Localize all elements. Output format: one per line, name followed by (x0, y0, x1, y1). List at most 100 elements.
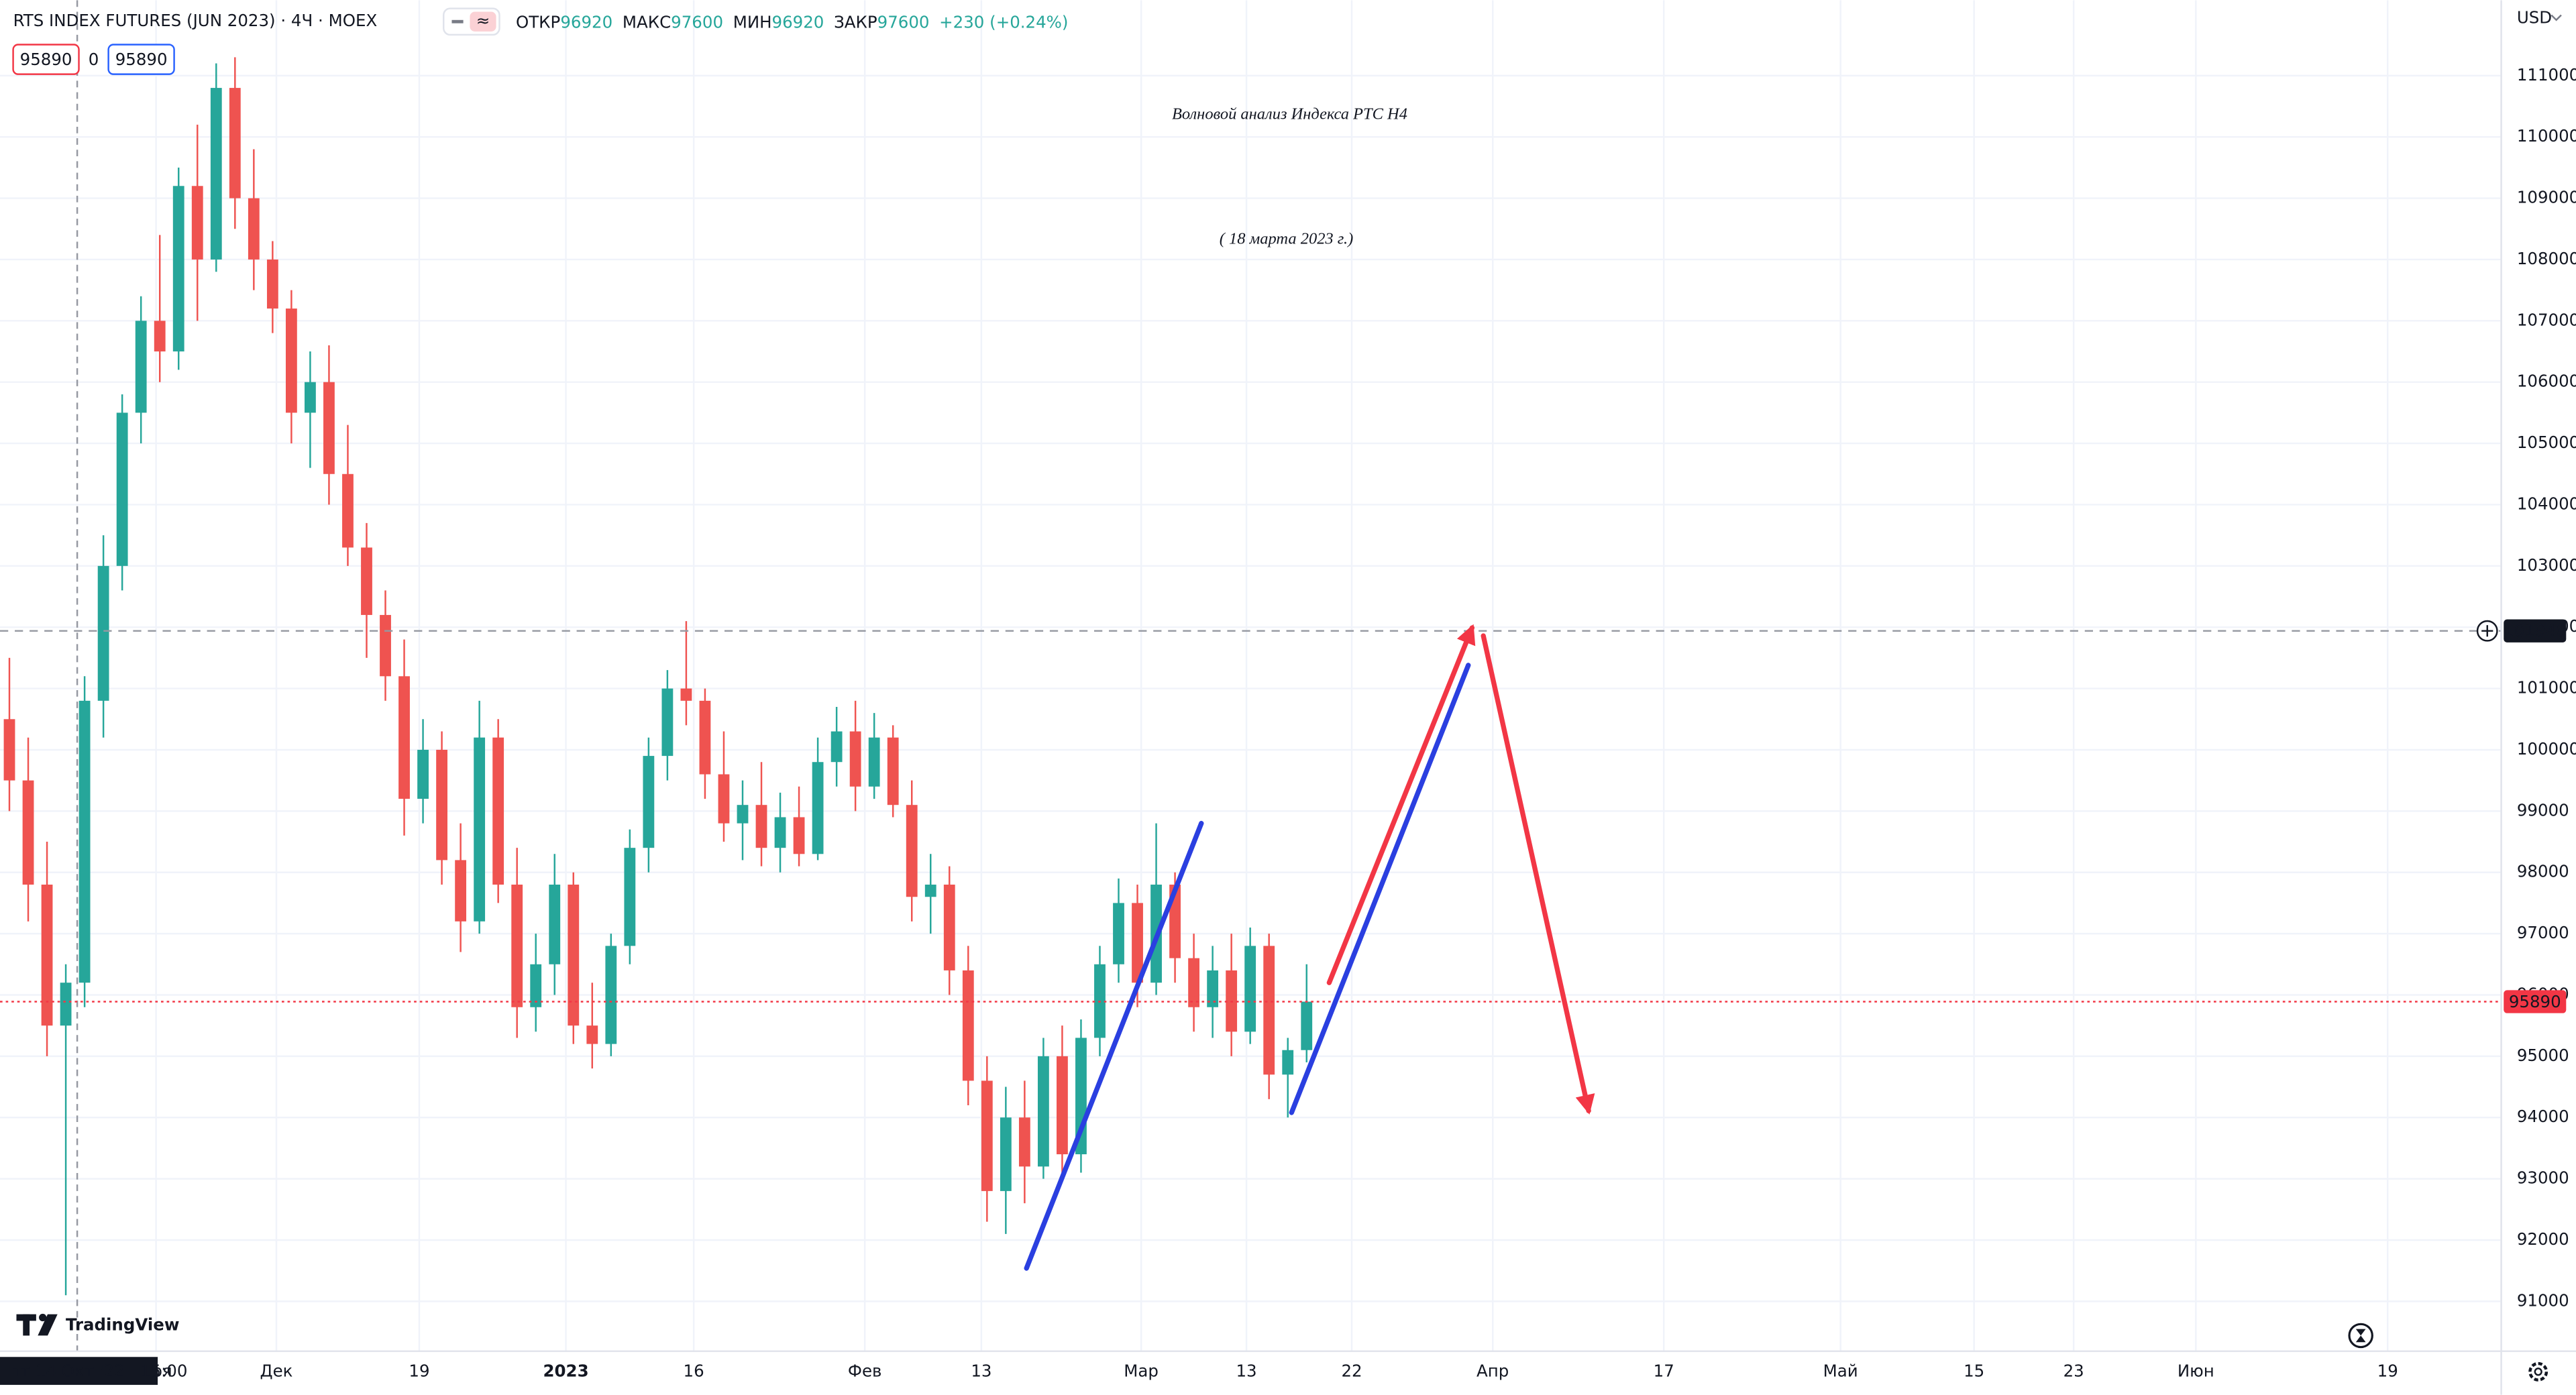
candle-body (266, 259, 278, 309)
candle-body (361, 547, 372, 615)
candle-body (3, 719, 15, 781)
candle-body (305, 382, 316, 413)
candle-body (643, 756, 655, 848)
candle-body (455, 860, 467, 922)
y-tick-label: 111000 (2517, 65, 2576, 85)
candle-body (97, 565, 109, 701)
candle-body (530, 964, 542, 1007)
candle-body (285, 309, 297, 413)
badge (12, 44, 80, 75)
candle-body (1282, 1050, 1294, 1075)
icon (470, 11, 496, 32)
price-label-box (2504, 619, 2567, 643)
price-label: 95890 (2509, 992, 2561, 1011)
candle-body (737, 805, 749, 824)
settings-button[interactable] (2528, 1361, 2548, 1382)
candle-body (1132, 903, 1143, 983)
ohlc-label: ЗАКР (834, 13, 877, 32)
candle-body (41, 884, 53, 1026)
candle-body (78, 700, 91, 983)
price-label: 101940 (2504, 621, 2566, 640)
icon[interactable] (2528, 1361, 2548, 1382)
badge (107, 44, 175, 75)
icon (451, 19, 464, 23)
ohlc-change: +230 (+0.24%) (939, 13, 1068, 32)
y-tick-label: 97000 (2517, 923, 2569, 942)
logo-part (39, 1313, 47, 1322)
replay-button[interactable] (2348, 1323, 2373, 1349)
x-tick-label: 17 (1654, 1361, 1674, 1380)
candle-body (342, 473, 354, 548)
candle-body (830, 731, 843, 763)
y-tick-label: 106000 (2517, 372, 2576, 391)
logo-part (23, 1314, 30, 1336)
candle-body (191, 186, 203, 260)
y-tick-label: 98000 (2517, 862, 2569, 881)
candle-body (1263, 946, 1275, 1075)
badge-value: 95890 (20, 50, 72, 69)
x-tick-label: 19 (409, 1361, 429, 1380)
candle-body (699, 700, 711, 775)
ohlc-value: 97600 (671, 13, 723, 32)
x-tick-label: 2023 (543, 1361, 589, 1380)
y-tick-label: 109000 (2517, 188, 2576, 207)
candle-body (135, 321, 147, 413)
x-tick-label: 23 (2063, 1361, 2084, 1380)
candle-body (962, 970, 974, 1081)
icon[interactable] (2348, 1323, 2373, 1349)
icon[interactable] (2551, 14, 2562, 21)
ohlc-label: ОТКР (516, 13, 560, 32)
x-tick-label: 19 (2377, 1361, 2398, 1380)
currency: USD (2517, 7, 2552, 27)
ohlc-label: МИН (733, 13, 772, 32)
candle-body (1188, 958, 1200, 1007)
badge-value: 0 (89, 50, 99, 69)
icon (2481, 625, 2493, 637)
logo-part (38, 1314, 58, 1336)
candle-body (868, 737, 880, 787)
y-tick-label: 103000 (2517, 555, 2576, 575)
candle-body (398, 676, 410, 799)
ohlc-value: 96920 (772, 13, 824, 32)
candle-body (1037, 1056, 1049, 1167)
candle-body (60, 983, 72, 1026)
candle-body (1018, 1117, 1030, 1167)
ohlc-value: 97600 (877, 13, 930, 32)
candle-body (492, 737, 504, 885)
header-buttons[interactable]: ≈ (443, 7, 500, 36)
drawn-arrow (1481, 633, 1595, 1115)
grid (0, 0, 2501, 1351)
candle-body (774, 817, 786, 848)
icon: ≈ (476, 11, 490, 30)
candle-body (1000, 1117, 1012, 1191)
candle-body (605, 946, 617, 1044)
x-tick-label: Май (1823, 1361, 1858, 1380)
candle-body (1207, 970, 1219, 1007)
candle-body (812, 762, 824, 854)
candle-body (474, 737, 486, 922)
candle-body (1057, 1056, 1068, 1155)
ohlc-values: ОТКР96920 МАКС97600 МИН96920 ЗАКР97600 +230 … (516, 13, 1069, 32)
crosshair-text: пт 14 Окт '22 15:00 (10, 1361, 188, 1380)
icon (2355, 1329, 2366, 1343)
candle-body (793, 817, 805, 854)
overlay (0, 624, 2501, 1271)
badge-value: 95890 (115, 50, 168, 69)
candle-body (22, 780, 34, 885)
candle-body (436, 749, 447, 860)
y-tick-label: 104000 (2517, 494, 2576, 513)
brand-logo (16, 1313, 58, 1336)
candle-body (924, 884, 936, 897)
crosshair-box (0, 1357, 158, 1385)
candle-body (417, 749, 429, 799)
icon (2534, 1368, 2542, 1376)
x-tick-label: 13 (971, 1361, 991, 1380)
y-tick-label: 91000 (2517, 1290, 2569, 1310)
scale-menu[interactable] (2551, 14, 2562, 21)
y-tick-label: 100000 (2517, 739, 2576, 759)
candle-body (661, 688, 674, 757)
annotation-subtitle: ( 18 марта 2023 г.) (1220, 230, 1353, 248)
